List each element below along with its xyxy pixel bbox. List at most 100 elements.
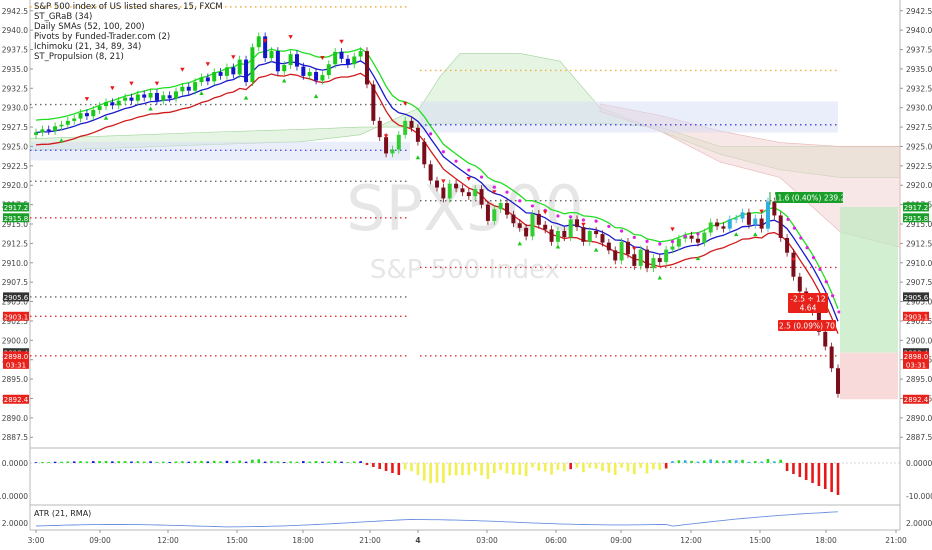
annotation-box	[778, 320, 836, 331]
y-tick-label-right: 2890.0	[906, 414, 932, 423]
oscillator-bar	[512, 463, 515, 475]
price-tag-label: 2905.6	[4, 294, 29, 302]
candle-body	[524, 227, 529, 237]
candle-body	[129, 97, 134, 101]
y-tick-label-right: 2935.0	[906, 65, 932, 74]
legend-indicator-ichimoku[interactable]: Ichimoku (21, 34, 89, 34)	[34, 42, 142, 52]
propulsion-dot	[632, 235, 636, 240]
y-tick-label-left: 2922.5	[2, 162, 28, 171]
x-tick-label: 12:00	[157, 536, 179, 545]
candle-body	[167, 95, 172, 99]
oscillator-bar	[295, 461, 299, 463]
legend-indicator-pivots[interactable]: Pivots by Funded-Trader.com (2)	[34, 32, 171, 42]
candle-body	[326, 64, 331, 76]
candle-body	[142, 94, 147, 98]
sell-signal-triangle	[543, 210, 548, 215]
oscillator-bar	[232, 461, 235, 463]
oscillator-bar	[448, 463, 452, 476]
oscillator-bar	[257, 459, 261, 463]
oscillator-bar	[219, 461, 222, 463]
oscillator-bar	[556, 463, 560, 470]
legend-indicator-propulsion[interactable]: ST_Propulsion (8, 21)	[34, 52, 124, 62]
sell-signal-triangle	[84, 97, 90, 102]
candle-body	[371, 84, 376, 121]
oscillator-bar	[212, 460, 216, 463]
y-tick-label-left: 2932.5	[2, 84, 28, 93]
legend-indicator-smas[interactable]: Daily SMAs (52, 100, 200)	[34, 22, 145, 32]
candle-body	[772, 201, 777, 216]
oscillator-bar	[346, 462, 350, 463]
candle-body	[619, 241, 624, 261]
oscillator-bar	[703, 460, 706, 463]
pivot-band-right	[420, 101, 838, 133]
candle-body	[460, 188, 465, 193]
annotation-label: 4.64	[800, 303, 817, 312]
candle-body	[715, 222, 720, 227]
price-tag-label: 2903.1	[904, 313, 929, 321]
price-tag-label: 2915.8	[4, 215, 29, 223]
x-tick-label: 21:00	[359, 536, 381, 545]
oscillator-bar	[817, 463, 821, 486]
candle-body	[275, 51, 280, 72]
oscillator-bar	[142, 461, 146, 463]
oscillator-bar	[473, 463, 477, 472]
propulsion-dot	[683, 234, 687, 238]
oscillator-bar	[276, 461, 280, 463]
propulsion-dot	[429, 132, 433, 136]
candle-body	[670, 246, 675, 250]
oscillator-bar	[117, 461, 121, 463]
propulsion-dot	[619, 229, 624, 233]
price-tag-label: 2905.6	[904, 294, 929, 302]
propulsion-dot	[505, 190, 509, 194]
oscillator-bar	[480, 463, 483, 476]
candle-body	[186, 86, 191, 91]
atr-tick-right: 2.0000	[906, 519, 932, 528]
price-tag-box	[903, 292, 929, 302]
propulsion-dot	[581, 218, 585, 222]
propulsion-dot	[530, 204, 535, 208]
y-tick-label-right: 2937.5	[906, 46, 932, 55]
candle-body	[428, 164, 433, 181]
price-tag-box	[3, 359, 29, 369]
oscillator-bar	[575, 463, 579, 468]
price-tag-label: 2903.1	[4, 313, 29, 321]
buy-signal-triangle	[243, 95, 249, 100]
y-tick-label-right: 2940.0	[906, 26, 932, 35]
oscillator-bar	[321, 461, 324, 463]
price-tag-label: 2892.4	[904, 396, 929, 404]
price-tag-box	[3, 351, 29, 361]
oscillator-bar	[289, 461, 292, 463]
y-tick-label-left: 2912.5	[2, 239, 28, 248]
legend-title: S&P 500 index of US listed shares, 15, F…	[34, 2, 223, 12]
oscillator-bar	[193, 461, 197, 463]
candle-body	[72, 118, 77, 121]
propulsion-dot	[818, 267, 822, 272]
propulsion-dot	[607, 224, 611, 229]
oscillator-bar	[645, 463, 649, 474]
oscillator-bar	[607, 463, 611, 473]
candle-body	[594, 230, 599, 235]
annotation-box	[775, 192, 843, 203]
x-tick-label: 3:00	[28, 536, 45, 545]
oscillator-bar	[200, 460, 203, 463]
candle-body	[753, 218, 758, 225]
candle-body	[435, 180, 439, 188]
sell-signal-triangle	[205, 62, 211, 67]
oscillator-bar	[792, 463, 795, 474]
y-tick-label-left: 2927.5	[2, 123, 28, 132]
candle-body	[358, 51, 363, 57]
legend-indicator-grab[interactable]: ST_GRaB (34)	[34, 12, 93, 22]
annotation-label: 11.6 (0.40%) 239.2	[773, 193, 846, 202]
propulsion-dot	[696, 232, 700, 236]
x-tick-label: 03:00	[476, 536, 498, 545]
sell-signal-triangle	[180, 67, 185, 72]
oscillator-bar	[47, 462, 51, 463]
atr-title: ATR (21, RMA)	[34, 509, 91, 518]
oscillator-bar	[85, 461, 89, 463]
candle-body	[543, 224, 548, 230]
candle-body	[441, 187, 446, 199]
sell-signal-triangle	[466, 177, 472, 182]
oscillator-bar	[594, 463, 598, 469]
oscillator-bar	[340, 461, 343, 463]
